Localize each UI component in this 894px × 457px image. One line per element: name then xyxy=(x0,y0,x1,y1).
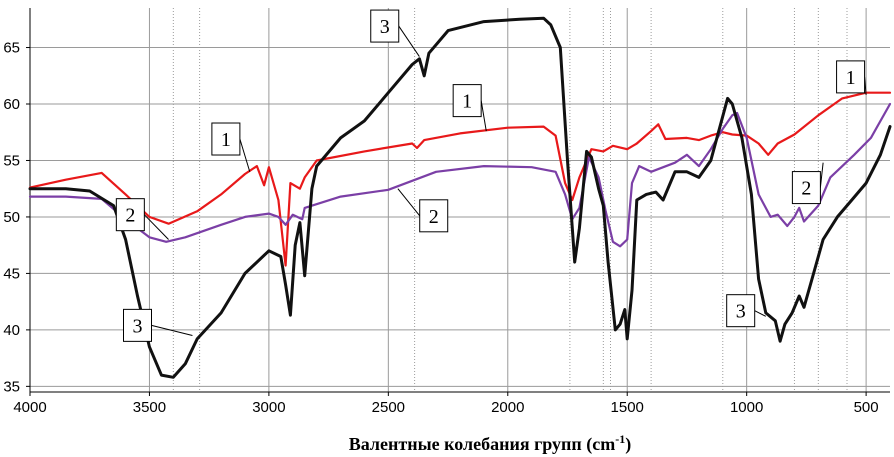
x-tick-label: 3000 xyxy=(252,399,285,416)
series-line-2 xyxy=(28,102,892,248)
callout-label-3: 3 xyxy=(736,301,746,323)
callout-box-2 xyxy=(419,199,449,233)
callout-box-2 xyxy=(115,198,145,232)
x-tick-label: 2500 xyxy=(372,399,405,416)
callout-label-2: 2 xyxy=(429,206,439,228)
x-axis-title-superscript: -1 xyxy=(615,432,625,446)
y-tick-label: 35 xyxy=(3,378,20,395)
callout-label-3: 3 xyxy=(380,16,390,38)
callout-box-1 xyxy=(452,84,482,118)
callout-leader-3 xyxy=(151,324,193,337)
x-axis-title-tail: ) xyxy=(625,434,631,455)
reference-lines xyxy=(172,8,848,392)
callouts: 1 1 1 2 2 2 3 3 3 xyxy=(115,9,867,342)
y-tick-label: 40 xyxy=(3,322,20,339)
axes xyxy=(26,8,890,396)
y-tick-label: 50 xyxy=(3,209,20,226)
callout-label-1: 1 xyxy=(846,67,856,89)
callout-box-1 xyxy=(211,122,241,156)
x-tick-label: 1500 xyxy=(611,399,644,416)
x-tick-label: 3500 xyxy=(133,399,166,416)
callout-box-2 xyxy=(791,171,821,205)
series xyxy=(28,16,892,379)
callout-box-3 xyxy=(726,294,756,328)
x-tick-label: 1000 xyxy=(730,399,763,416)
x-axis-title-main: Валентные колебания групп (cm xyxy=(349,434,616,455)
callout-leader-1 xyxy=(480,100,487,132)
x-axis-title: Валентные колебания групп (cm-1) xyxy=(349,432,632,455)
callout-leader-3 xyxy=(398,25,420,57)
callout-label-1: 1 xyxy=(221,129,231,151)
callout-label-2: 2 xyxy=(125,205,135,227)
y-tick-label: 65 xyxy=(3,40,20,57)
callout-box-3 xyxy=(123,308,152,342)
callout-leader-2 xyxy=(143,214,169,240)
x-tick-label: 4000 xyxy=(13,399,46,416)
x-tick-label: 500 xyxy=(854,399,879,416)
callout-label-1: 1 xyxy=(462,91,472,113)
callout-leader-3 xyxy=(754,310,767,317)
y-tick-label: 55 xyxy=(3,152,20,169)
y-tick-label: 60 xyxy=(3,96,20,113)
callout-label-3: 3 xyxy=(133,315,143,337)
callout-leader-2 xyxy=(397,188,421,217)
callout-box-1 xyxy=(836,60,866,94)
callout-box-3 xyxy=(370,9,400,43)
callout-leader-1 xyxy=(239,138,251,172)
x-tick-label: 2000 xyxy=(491,399,524,416)
series-line-3 xyxy=(28,16,892,379)
y-tick-label: 45 xyxy=(3,265,20,282)
callout-label-2: 2 xyxy=(801,178,811,200)
